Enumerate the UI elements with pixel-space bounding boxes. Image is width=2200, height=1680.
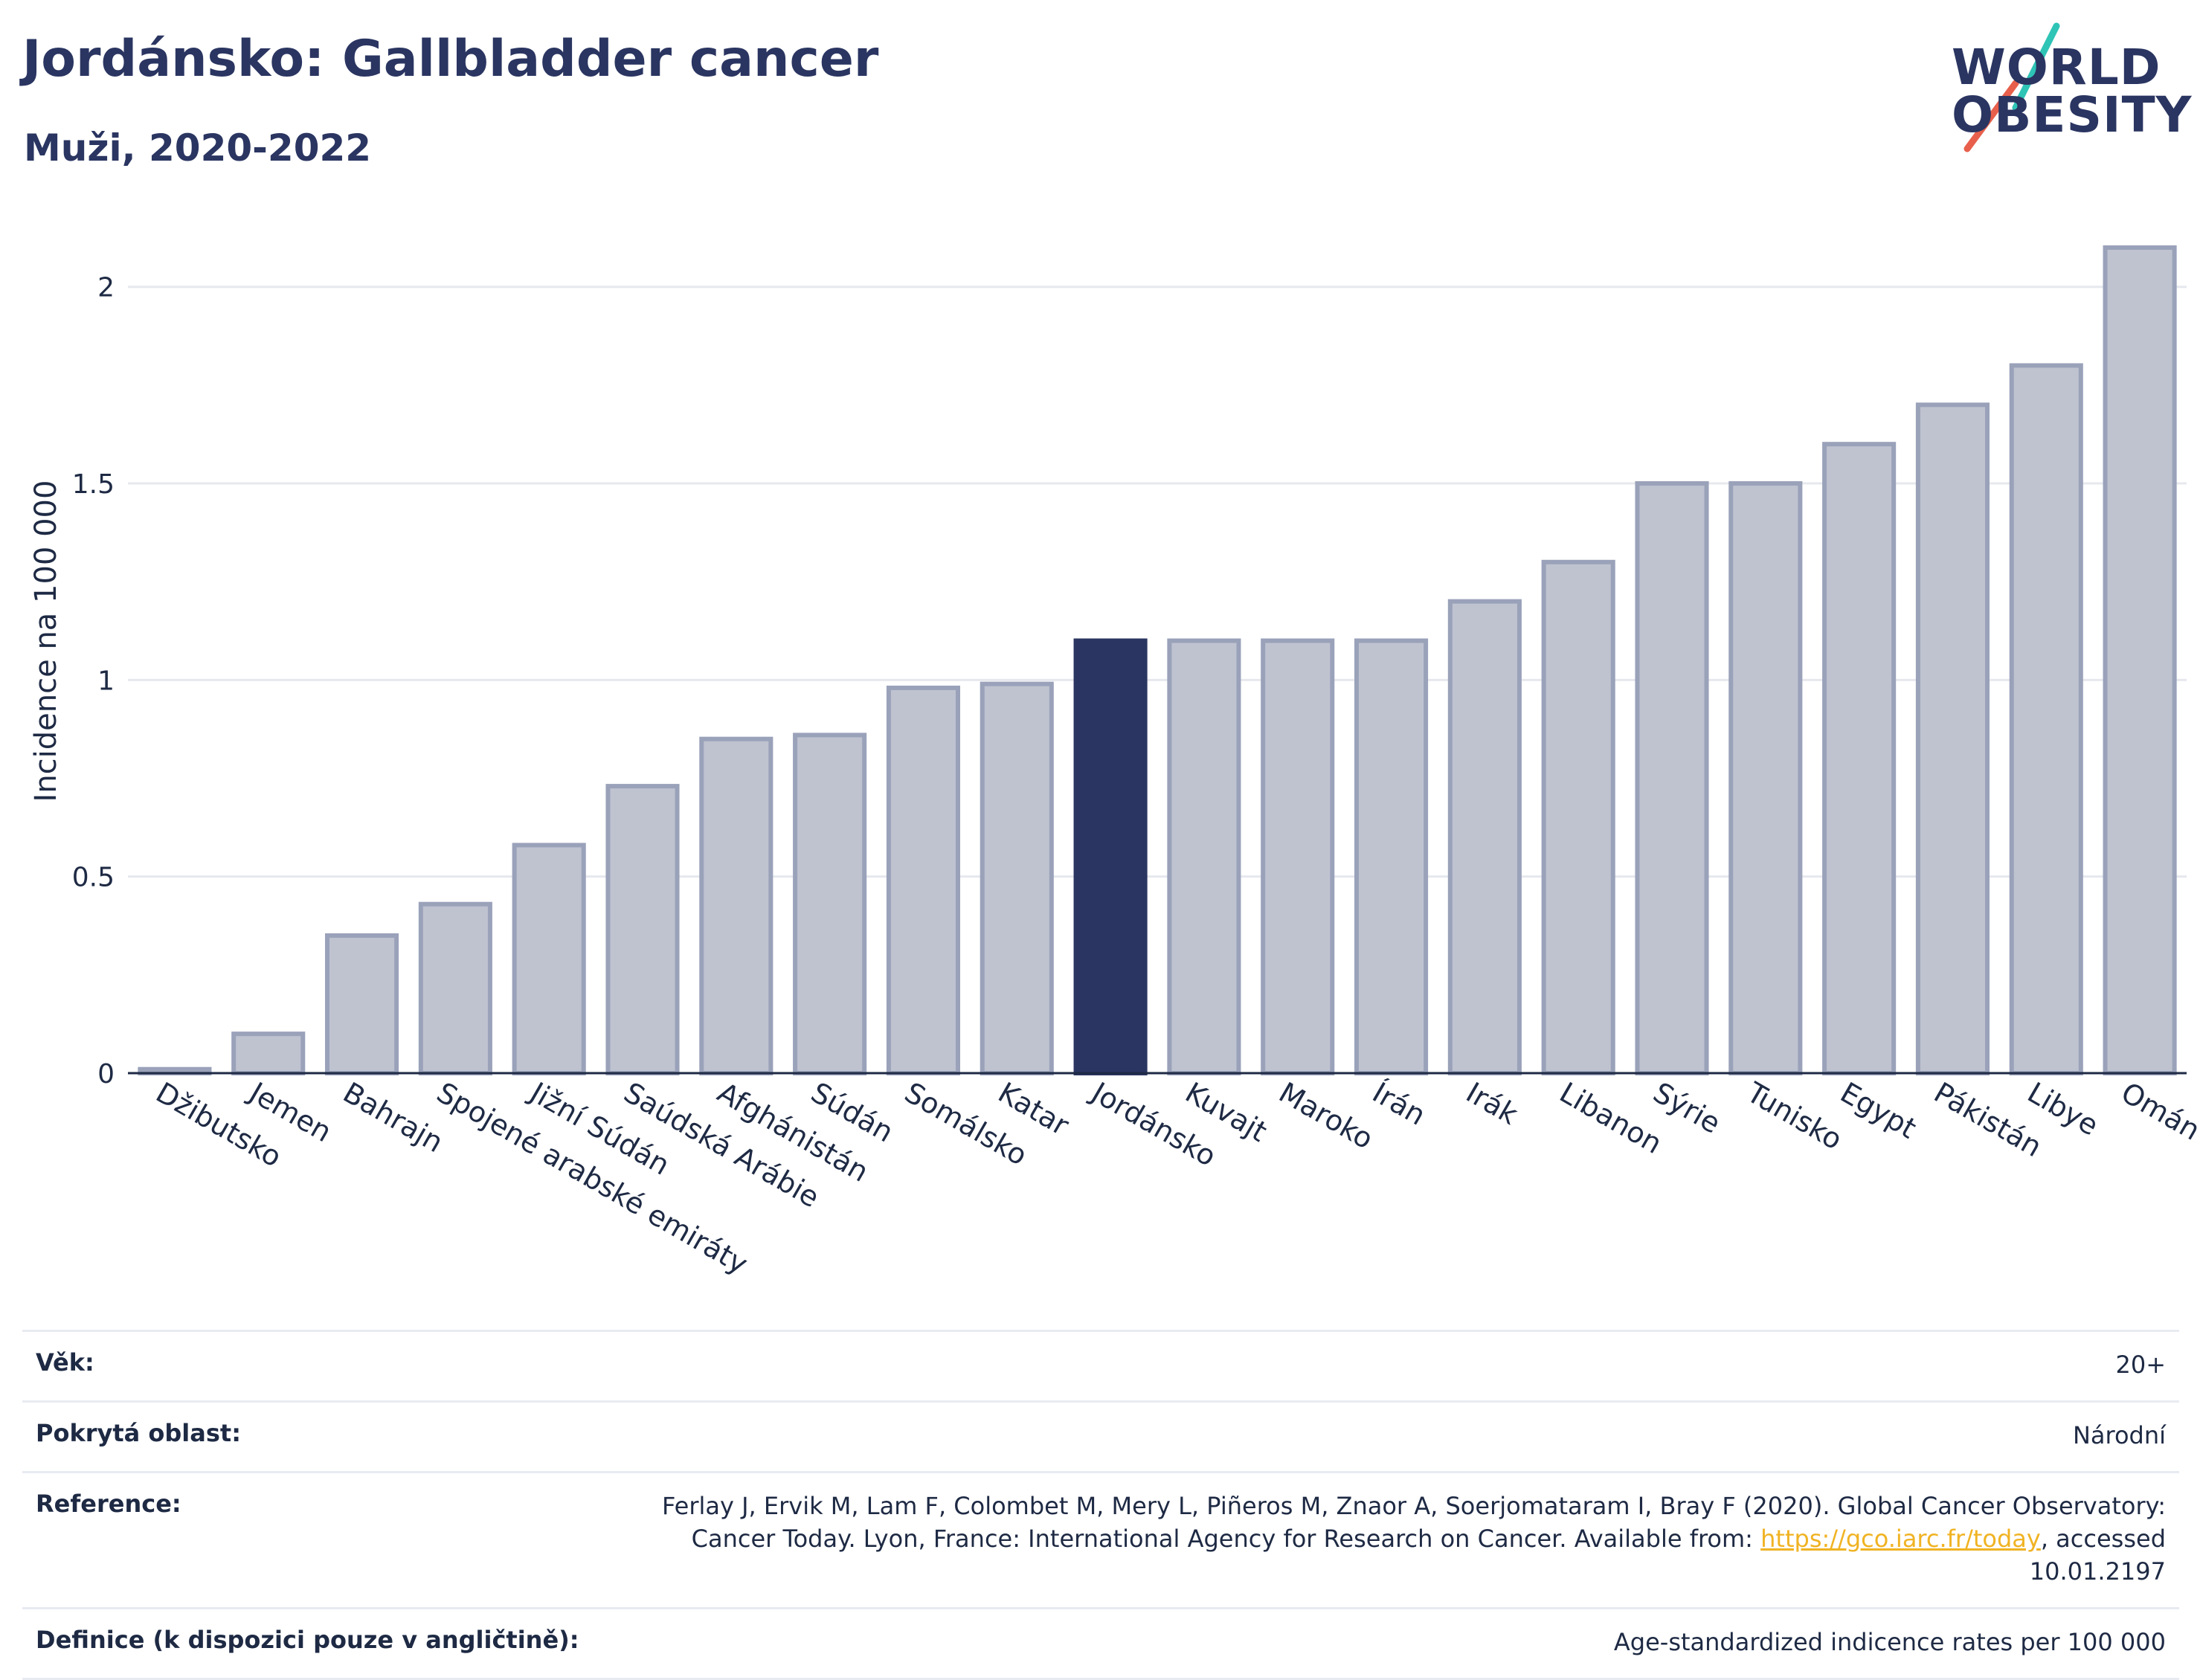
bar (886, 685, 961, 1075)
bar (1541, 559, 1615, 1075)
info-label-definition: Definice (k dispozici pouze v angličtině… (36, 1626, 579, 1654)
x-tick-label: Írán (1367, 1076, 1431, 1132)
info-label-coverage: Pokrytá oblast: (36, 1419, 241, 1447)
x-tick-label: Bahrajn (338, 1076, 448, 1159)
bar (1635, 481, 1709, 1075)
info-row-definition: Definice (k dispozici pouze v angličtině… (22, 1607, 2179, 1680)
bar (605, 784, 680, 1075)
y-tick-label: 0 (97, 1059, 115, 1090)
bar (2103, 245, 2177, 1075)
page-subtitle: Muži, 2020-2022 (24, 126, 372, 170)
info-row-coverage: Pokrytá oblast: Národní (22, 1400, 2179, 1471)
info-table: Věk: 20+ Pokrytá oblast: Národní Referen… (22, 1330, 2179, 1680)
x-tick-label: Pákistán (1929, 1076, 2048, 1164)
info-value-definition: Age-standardized indicence rates per 100… (1613, 1628, 2166, 1656)
bar (2009, 363, 2083, 1076)
bar (1354, 638, 1429, 1075)
x-tick-label: Omán (2116, 1076, 2200, 1147)
bar (231, 1032, 306, 1075)
bar (793, 733, 867, 1075)
page-title: Jordánsko: Gallbladder cancer (22, 30, 879, 88)
bar (324, 933, 399, 1076)
x-tick-label: Maroko (1273, 1076, 1379, 1156)
logo-line-world: WORLD (1952, 39, 2161, 96)
info-label-reference: Reference: (36, 1490, 181, 1518)
y-tick-label: 2 (97, 273, 115, 303)
y-tick-label: 0.5 (72, 863, 115, 893)
bar (512, 843, 586, 1076)
bar (1822, 442, 1897, 1075)
bar (1915, 402, 1990, 1075)
logo-slash-icon (1963, 22, 2060, 152)
reference-link[interactable]: https://gco.iarc.fr/today (1760, 1525, 2041, 1553)
x-tick-label: Irák (1461, 1076, 1523, 1131)
bar (980, 681, 1054, 1075)
y-tick-label: 1 (97, 666, 115, 696)
x-tick-label: Egypt (1835, 1076, 1922, 1145)
bar (1261, 638, 1335, 1075)
bar (1728, 481, 1803, 1075)
bar (1167, 638, 1241, 1075)
logo-line-obesity: OBESITY (1952, 86, 2193, 144)
y-tick-label: 1.5 (72, 469, 115, 500)
x-tick-label: Libanon (1554, 1076, 1667, 1160)
info-value-reference: Ferlay J, Ervik M, Lam F, Colombet M, Me… (619, 1490, 2166, 1588)
reference-accessed: , accessed 10.01.2197 (2029, 1525, 2166, 1586)
info-value-age: 20+ (2115, 1351, 2166, 1379)
reference-text: Ferlay J, Ervik M, Lam F, Colombet M, Me… (662, 1492, 2166, 1553)
info-row-reference: Reference: Ferlay J, Ervik M, Lam F, Col… (22, 1471, 2179, 1607)
bar (418, 901, 492, 1075)
info-label-age: Věk: (36, 1348, 94, 1377)
world-obesity-logo: WORLD OBESITY (1934, 22, 2191, 156)
bar (1073, 638, 1148, 1075)
x-tick-label: Tunisko (1740, 1075, 1847, 1156)
bar (699, 736, 773, 1076)
bar (1447, 599, 1522, 1075)
info-row-age: Věk: 20+ (22, 1330, 2179, 1400)
info-value-coverage: Národní (2072, 1421, 2166, 1449)
